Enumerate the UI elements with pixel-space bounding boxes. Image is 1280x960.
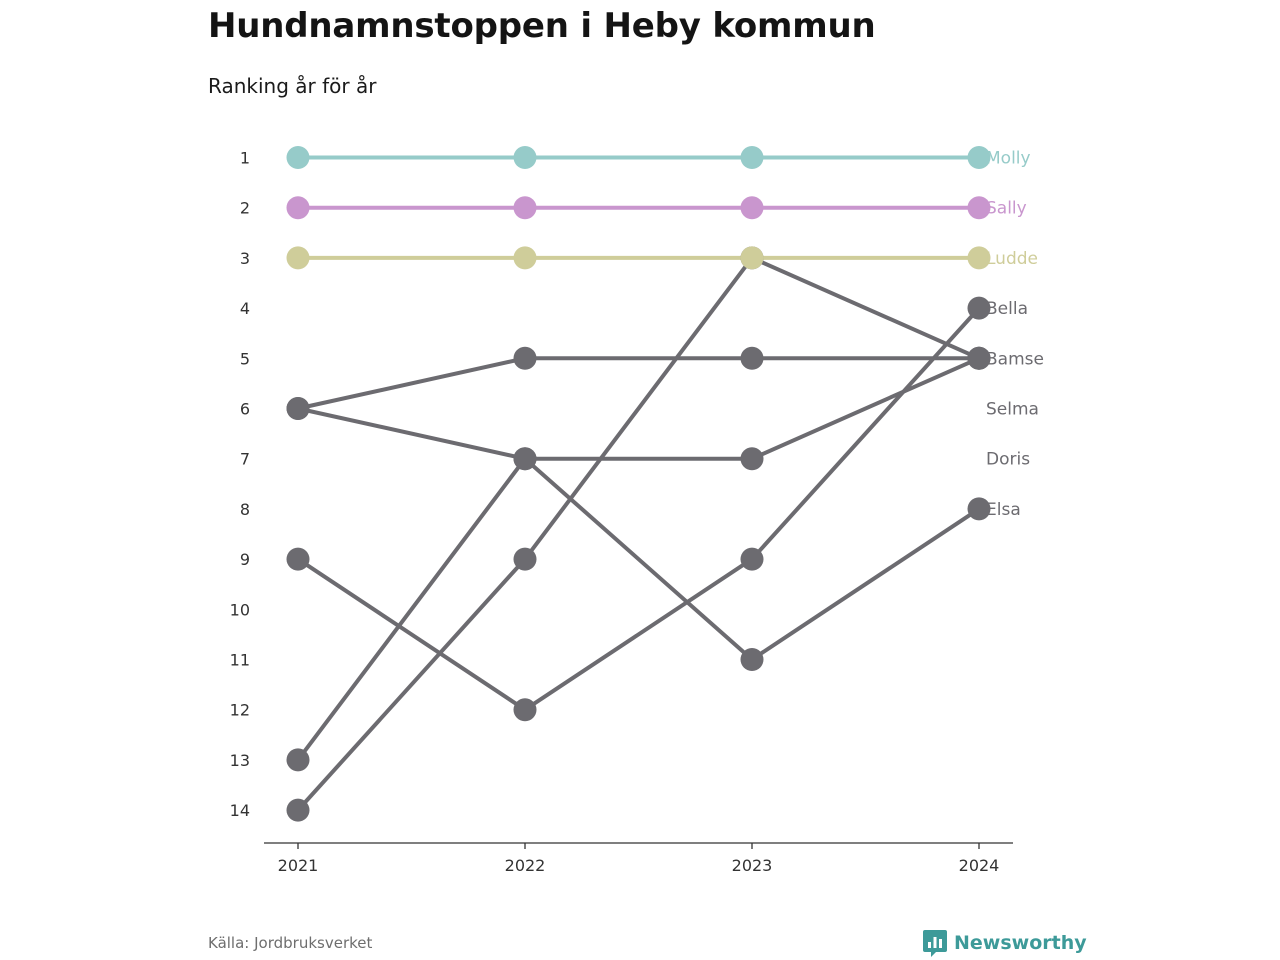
point-elsa-2024 bbox=[967, 296, 991, 320]
point-elsa-2022 bbox=[513, 698, 537, 722]
end-labels: Molly Sally Ludde Bella Bamse Selma Doris Elsa bbox=[986, 149, 1044, 520]
bar-chart-speech-bubble-icon bbox=[923, 930, 947, 957]
y-tick-label-4: 4 bbox=[240, 299, 250, 318]
point-bamse-2023 bbox=[740, 346, 764, 370]
point-sally-2021 bbox=[286, 196, 310, 220]
point-sally-2022 bbox=[513, 196, 537, 220]
point-molly-2021 bbox=[286, 146, 310, 169]
y-tick-label-10: 10 bbox=[230, 600, 250, 619]
point-elsa-2021 bbox=[286, 547, 310, 571]
source-note: Källa: Jordbruksverket bbox=[208, 934, 373, 952]
series-points bbox=[286, 146, 991, 822]
point-molly-2023 bbox=[740, 146, 764, 169]
series-line-bella bbox=[296, 456, 981, 762]
point-molly-2022 bbox=[513, 146, 537, 169]
series-line-elsa bbox=[296, 306, 981, 712]
point-selma-2021 bbox=[286, 798, 310, 822]
chart-subtitle: Ranking år för år bbox=[208, 74, 377, 98]
brand-name: Newsworthy bbox=[954, 932, 1087, 954]
point-ludde-2021 bbox=[286, 246, 310, 270]
end-label-selma: Selma bbox=[986, 400, 1039, 420]
point-bella-2021 bbox=[286, 748, 310, 772]
point-ludde-2022 bbox=[513, 246, 537, 270]
y-tick-label-13: 13 bbox=[230, 751, 250, 770]
point-sally-2023 bbox=[740, 196, 764, 220]
point-elsa-2023 bbox=[740, 547, 764, 571]
x-tick-label-2024: 2024 bbox=[959, 856, 1000, 875]
chart-title: Hundnamnstoppen i Heby kommun bbox=[208, 6, 876, 46]
y-tick-label-8: 8 bbox=[240, 500, 250, 519]
point-bella-2024 bbox=[967, 497, 991, 521]
point-bella-2023 bbox=[740, 648, 764, 671]
point-molly-2024 bbox=[967, 146, 991, 169]
end-label-sally: Sally bbox=[986, 199, 1027, 219]
point-bamse-2022 bbox=[513, 346, 537, 370]
x-tick-label-2021: 2021 bbox=[278, 856, 319, 875]
y-tick-label-7: 7 bbox=[240, 450, 250, 469]
point-sally-2024 bbox=[967, 196, 991, 220]
y-tick-label-2: 2 bbox=[240, 199, 250, 218]
x-tick-label-2023: 2023 bbox=[732, 856, 773, 875]
brand-logo: Newsworthy bbox=[922, 928, 1087, 958]
series-lines bbox=[296, 155, 981, 813]
point-ludde-2023 bbox=[740, 246, 764, 270]
end-label-elsa: Elsa bbox=[986, 500, 1021, 520]
y-tick-label-9: 9 bbox=[240, 550, 250, 569]
point-doris-2023 bbox=[740, 447, 764, 471]
point-doris-2024 bbox=[967, 346, 991, 370]
x-tick-label-2022: 2022 bbox=[505, 856, 546, 875]
end-label-bella: Bella bbox=[986, 299, 1028, 319]
end-label-bamse: Bamse bbox=[986, 349, 1044, 369]
y-tick-label-14: 14 bbox=[230, 801, 250, 820]
y-tick-label-12: 12 bbox=[230, 701, 250, 720]
end-label-doris: Doris bbox=[986, 450, 1030, 470]
series-line-bamse bbox=[296, 356, 981, 411]
point-doris-2021 bbox=[286, 397, 310, 420]
end-label-ludde: Ludde bbox=[986, 249, 1038, 269]
point-doris-2022 bbox=[513, 447, 537, 471]
series-line-selma bbox=[296, 255, 981, 813]
point-selma-2022 bbox=[513, 547, 537, 571]
y-tick-label-3: 3 bbox=[240, 249, 250, 268]
y-tick-label-11: 11 bbox=[230, 651, 250, 670]
end-label-molly: Molly bbox=[986, 149, 1031, 169]
series-line-doris bbox=[296, 356, 981, 461]
point-ludde-2024 bbox=[967, 246, 991, 270]
y-tick-label-1: 1 bbox=[240, 149, 250, 168]
y-tick-label-6: 6 bbox=[240, 400, 250, 419]
y-tick-label-5: 5 bbox=[240, 349, 250, 368]
